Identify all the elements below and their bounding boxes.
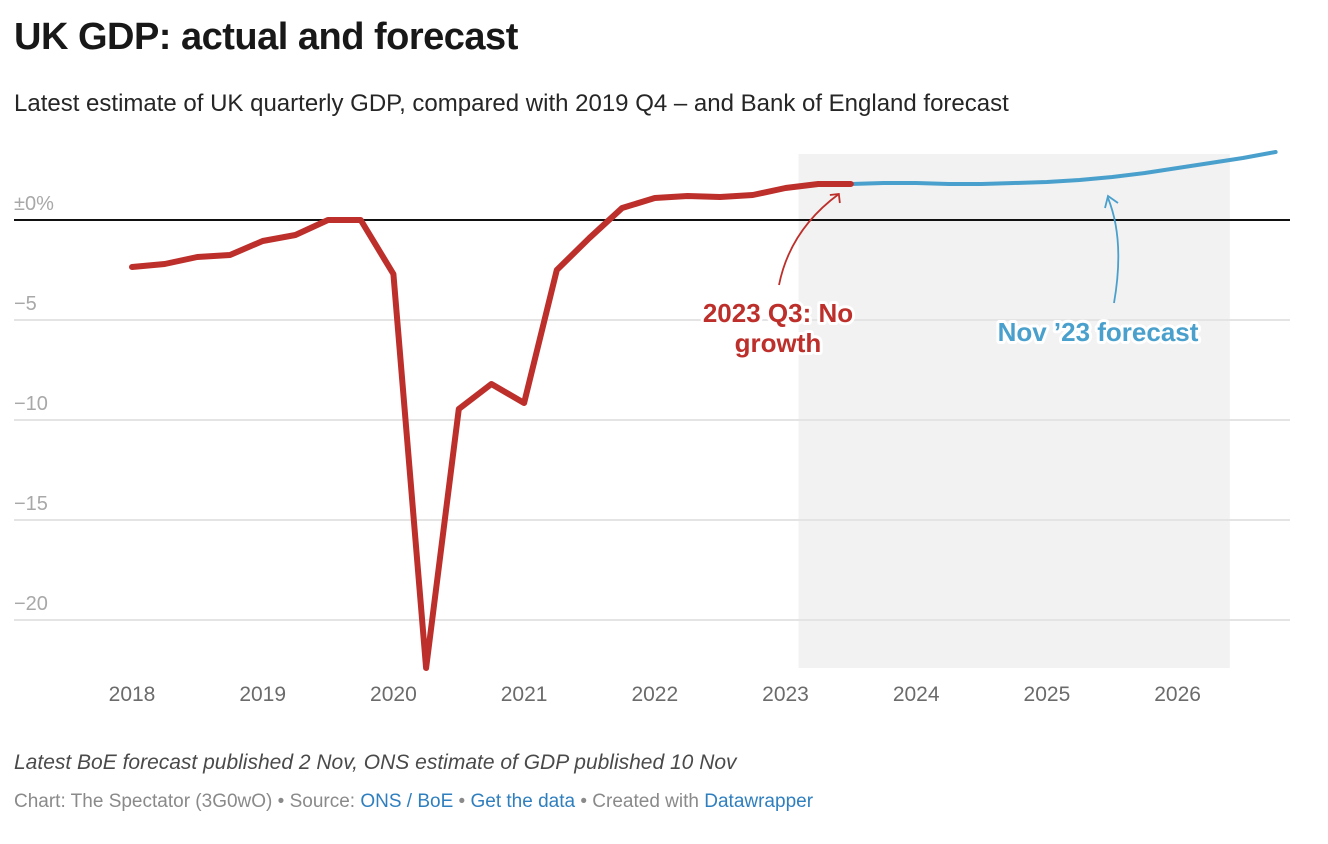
x-tick-label: 2018 [109, 683, 156, 706]
separator: • [453, 791, 471, 812]
y-tick-label: −10 [14, 393, 48, 415]
y-tick-label: −15 [14, 493, 48, 515]
x-axis-ticks: 2018 2019 2020 2021 2022 2023 2024 2025 2026 [109, 683, 1201, 706]
annotation-actual-label: growth [735, 328, 822, 358]
x-tick-label: 2025 [1024, 683, 1071, 706]
y-axis-ticks: ±0% −5 −10 −15 −20 [14, 193, 54, 615]
y-tick-label: ±0% [14, 193, 54, 215]
series-lines [129, 150, 1278, 671]
forecast-line [848, 150, 1278, 186]
created-with-label: Created with [592, 791, 705, 812]
get-the-data-link[interactable]: Get the data [470, 791, 576, 812]
annotation-forecast-label: Nov ’23 forecast [998, 317, 1199, 347]
chart-subtitle: Latest estimate of UK quarterly GDP, com… [14, 90, 1009, 117]
separator: • [575, 791, 593, 812]
annotation-actual-label: 2023 Q3: No [703, 298, 853, 328]
x-tick-label: 2020 [370, 683, 417, 706]
datawrapper-link[interactable]: Datawrapper [704, 791, 814, 812]
actual-gdp-line [129, 181, 854, 671]
y-tick-label: −20 [14, 593, 48, 615]
x-tick-label: 2021 [501, 683, 548, 706]
arrowhead-forecast [1104, 194, 1119, 209]
arrowhead-actual [829, 193, 841, 204]
source-link[interactable]: ONS / BoE [360, 791, 454, 812]
line-chart: ±0%−5−10−15−20 2018 2019 2020 2021 2022 2023 2… [14, 150, 1290, 706]
separator: • [272, 791, 290, 812]
chart-title: UK GDP: actual and forecast [14, 16, 518, 58]
x-tick-label: 2026 [1154, 683, 1201, 706]
arrow-forecast [1107, 197, 1120, 304]
forecast-period-shading [798, 154, 1230, 668]
arrow-actual [778, 193, 840, 286]
byline: Chart: The Spectator (3G0wO) [14, 791, 273, 812]
x-tick-label: 2024 [893, 683, 940, 706]
x-tick-label: 2019 [239, 683, 286, 706]
gridlines [14, 219, 1290, 621]
chart-notes: Latest BoE forecast published 2 Nov, ONS… [14, 751, 737, 774]
chart-footer: Chart: The Spectator (3G0wO) • Source: O… [14, 791, 813, 813]
y-tick-label: −5 [14, 293, 37, 315]
x-tick-label: 2022 [631, 683, 678, 706]
x-tick-label: 2023 [762, 683, 809, 706]
source-label: Source: [289, 791, 361, 812]
